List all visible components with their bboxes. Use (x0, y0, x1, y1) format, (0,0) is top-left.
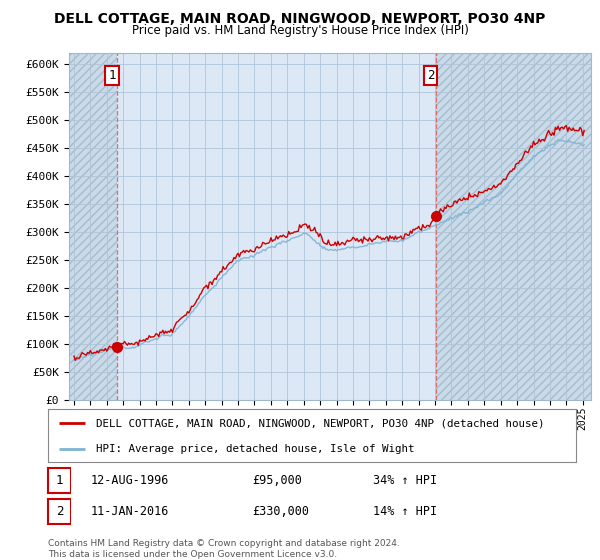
Text: DELL COTTAGE, MAIN ROAD, NINGWOOD, NEWPORT, PO30 4NP: DELL COTTAGE, MAIN ROAD, NINGWOOD, NEWPO… (55, 12, 545, 26)
Text: £330,000: £330,000 (252, 505, 309, 518)
Text: Price paid vs. HM Land Registry's House Price Index (HPI): Price paid vs. HM Land Registry's House … (131, 24, 469, 36)
Text: 1: 1 (108, 69, 116, 82)
Bar (69, 53, 117, 400)
Text: 11-JAN-2016: 11-JAN-2016 (91, 505, 169, 518)
Text: HPI: Average price, detached house, Isle of Wight: HPI: Average price, detached house, Isle… (95, 444, 414, 454)
Text: £95,000: £95,000 (252, 474, 302, 487)
Text: 34% ↑ HPI: 34% ↑ HPI (373, 474, 437, 487)
Text: 14% ↑ HPI: 14% ↑ HPI (373, 505, 437, 518)
Bar (436, 53, 591, 400)
Text: 12-AUG-1996: 12-AUG-1996 (91, 474, 169, 487)
Text: 2: 2 (56, 505, 63, 518)
Text: 1: 1 (56, 474, 63, 487)
Text: Contains HM Land Registry data © Crown copyright and database right 2024.
This d: Contains HM Land Registry data © Crown c… (48, 539, 400, 559)
Text: 2: 2 (427, 69, 434, 82)
Text: DELL COTTAGE, MAIN ROAD, NINGWOOD, NEWPORT, PO30 4NP (detached house): DELL COTTAGE, MAIN ROAD, NINGWOOD, NEWPO… (95, 418, 544, 428)
